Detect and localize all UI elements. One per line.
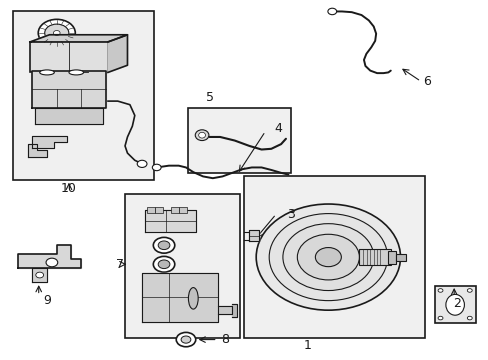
Text: 9: 9: [43, 294, 51, 307]
Text: 7: 7: [116, 258, 124, 271]
Text: 10: 10: [61, 183, 77, 195]
Bar: [434, 286, 475, 323]
Circle shape: [53, 31, 60, 35]
Circle shape: [467, 289, 471, 292]
Polygon shape: [144, 211, 195, 232]
Circle shape: [327, 8, 336, 15]
Circle shape: [153, 256, 174, 272]
Polygon shape: [232, 304, 237, 317]
Circle shape: [181, 336, 190, 343]
Circle shape: [158, 260, 169, 269]
Polygon shape: [27, 144, 47, 157]
Ellipse shape: [40, 70, 54, 75]
Bar: [179, 207, 186, 213]
Polygon shape: [108, 35, 127, 72]
Polygon shape: [32, 268, 47, 282]
Circle shape: [315, 248, 341, 267]
Circle shape: [44, 24, 69, 42]
FancyBboxPatch shape: [30, 42, 108, 72]
Ellipse shape: [198, 132, 205, 138]
Polygon shape: [18, 244, 81, 268]
Bar: [387, 251, 396, 264]
Polygon shape: [30, 35, 127, 42]
Text: 8: 8: [221, 333, 228, 346]
Polygon shape: [249, 230, 259, 241]
Bar: [396, 253, 406, 261]
Text: 5: 5: [206, 91, 214, 104]
Text: 2: 2: [452, 297, 460, 310]
Bar: [359, 249, 390, 265]
Text: 4: 4: [274, 122, 282, 135]
Polygon shape: [32, 136, 66, 148]
Text: 6: 6: [423, 75, 430, 88]
Circle shape: [437, 289, 442, 292]
Circle shape: [158, 241, 169, 249]
Circle shape: [297, 234, 359, 280]
Ellipse shape: [188, 288, 198, 309]
Bar: [155, 207, 163, 213]
Circle shape: [256, 204, 400, 310]
Ellipse shape: [445, 294, 464, 315]
Polygon shape: [142, 273, 217, 321]
Bar: [170, 207, 178, 213]
Bar: [244, 176, 424, 338]
Circle shape: [268, 213, 387, 301]
Polygon shape: [32, 71, 105, 108]
Bar: [147, 207, 155, 213]
Circle shape: [176, 332, 195, 347]
Circle shape: [152, 164, 161, 171]
Ellipse shape: [195, 130, 208, 140]
Circle shape: [467, 316, 471, 320]
Bar: [125, 194, 239, 338]
Bar: [13, 12, 154, 180]
Circle shape: [38, 19, 75, 46]
Circle shape: [137, 160, 147, 167]
Circle shape: [437, 316, 442, 320]
Text: 3: 3: [286, 208, 294, 221]
Circle shape: [283, 224, 373, 291]
Polygon shape: [35, 108, 103, 125]
Ellipse shape: [69, 70, 83, 75]
Polygon shape: [217, 306, 232, 315]
Circle shape: [46, 258, 58, 267]
Circle shape: [153, 237, 174, 253]
Circle shape: [36, 272, 43, 278]
Bar: [188, 108, 290, 173]
Text: 1: 1: [304, 339, 311, 352]
